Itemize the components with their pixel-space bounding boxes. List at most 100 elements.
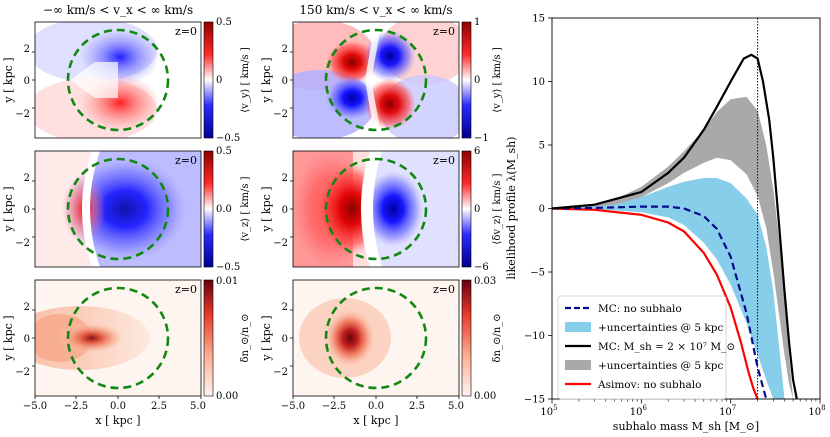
x-tick-label: 106	[630, 404, 648, 418]
colorbar	[461, 21, 472, 139]
y-axis-label: y [ kpc ]	[2, 186, 15, 232]
cbar-tick: 0	[474, 75, 480, 86]
cbar-tick: 0.03	[474, 276, 496, 287]
y-tick-label: −10	[524, 331, 545, 342]
cbar-tick: 6	[474, 146, 480, 157]
y-tick-label: 10	[532, 77, 545, 88]
cbar-tick: 0.5	[216, 146, 232, 157]
y-tick-label: 0	[539, 204, 545, 215]
circle-3kpc	[324, 286, 428, 390]
cbar-label: ⟨v_z⟩ [ km/s ]	[240, 176, 251, 241]
cbar-label: ⟨v_y⟩ [ km/s ]	[492, 47, 503, 113]
y-tick-label: −2	[15, 109, 30, 120]
legend-label: +uncertainties @ 5 kpc	[598, 322, 723, 334]
y-tick-label: −2	[273, 367, 288, 378]
x-tick-label: 0.0	[110, 401, 126, 412]
uncertainty-band	[552, 178, 785, 399]
cbar-tick: 1	[474, 17, 480, 28]
y-tick-label: −15	[524, 395, 545, 406]
x-axis-label: x [ kpc ]	[353, 414, 398, 427]
circle-3kpc	[66, 28, 170, 132]
panel-label: z=0	[433, 25, 455, 38]
y-tick-label: 2	[282, 302, 288, 313]
legend-label: +uncertainties @ 5 kpc	[598, 360, 723, 372]
likelihood-x-label: subhalo mass M_sh [M_⊙]	[613, 420, 759, 433]
x-tick-label: 107	[719, 404, 736, 418]
series-line	[552, 53, 798, 399]
legend-swatch	[565, 322, 591, 332]
map-panel-density-all	[34, 279, 202, 397]
panel-label: z=0	[175, 25, 197, 38]
legend-swatch	[565, 360, 591, 370]
colorbar	[203, 21, 214, 139]
cbar-tick: 0	[474, 204, 480, 215]
y-tick-label: 0	[282, 205, 288, 216]
colorbar	[461, 279, 472, 397]
y-axis-label: y [ kpc ]	[2, 315, 15, 361]
y-tick-label: −2	[15, 238, 30, 249]
y-tick-label: 5	[539, 141, 545, 152]
colorbar	[461, 150, 472, 268]
circle-3kpc	[324, 157, 428, 261]
x-tick-label: 105	[540, 404, 557, 418]
panel-label: z=0	[175, 283, 197, 296]
x-tick-label: 108	[808, 404, 825, 418]
colorbar	[203, 150, 214, 268]
series-line	[552, 207, 759, 399]
y-tick-label: 0	[24, 205, 30, 216]
x-tick-label: 5.0	[190, 401, 206, 412]
legend-box	[557, 295, 727, 400]
legend-label: MC: M_sh = 2 × 10⁷ M_⊙	[598, 341, 735, 353]
x-tick-label: −5.0	[281, 401, 305, 412]
y-axis-label: y [ kpc ]	[260, 57, 273, 103]
series-line	[552, 205, 768, 399]
map-panel-vz-all	[34, 150, 202, 268]
cbar-tick: 0.00	[474, 391, 496, 402]
circle-3kpc	[66, 157, 170, 261]
cbar-tick: −0.5	[216, 262, 240, 273]
y-tick-label: 2	[24, 302, 30, 313]
x-axis-label: x [ kpc ]	[95, 414, 140, 427]
y-axis-label: y [ kpc ]	[260, 186, 273, 232]
cbar-label: δn_⊙/n_⊙	[492, 313, 503, 362]
cbar-tick: 0	[216, 75, 222, 86]
x-tick-label: −5.0	[23, 401, 47, 412]
y-tick-label: −2	[15, 367, 30, 378]
y-tick-label: 0	[282, 334, 288, 345]
cbar-tick: −1	[474, 133, 489, 144]
x-tick-label: −2.5	[64, 401, 88, 412]
y-axis-label: y [ kpc ]	[2, 57, 15, 103]
panel-label: z=0	[175, 154, 197, 167]
y-tick-label: 2	[24, 173, 30, 184]
circle-3kpc	[66, 286, 170, 390]
x-tick-label: 2.5	[409, 401, 425, 412]
cbar-tick: 0.00	[216, 391, 238, 402]
map-panel-dvz-fast	[292, 150, 460, 268]
legend-label: Asimov: no subhalo	[597, 379, 701, 391]
likelihood-y-label: likelihood profile λ(M_sh)	[505, 137, 518, 280]
legend-label: MC: no subhalo	[598, 303, 682, 315]
cbar-label: δn_⊙/n_⊙	[240, 313, 251, 362]
cbar-tick: 0.01	[216, 276, 238, 287]
y-tick-label: 0	[24, 76, 30, 87]
circle-group	[66, 28, 428, 390]
circle-3kpc	[324, 28, 428, 132]
legend: MC: no subhalo +uncertainties @ 5 kpc MC: …	[557, 295, 735, 400]
colorbar	[203, 279, 214, 397]
x-tick-label: 2.5	[151, 401, 167, 412]
y-tick-label: −2	[273, 238, 288, 249]
cbar-tick: 0.0	[216, 204, 232, 215]
colorbar-group	[203, 21, 472, 397]
y-tick-label: −5	[530, 268, 545, 279]
column-title-2: 150 km/s < v_x < ∞ km/s	[299, 3, 452, 17]
cbar-label: ⟨δv_z⟩ [ km/s ]	[492, 173, 503, 244]
x-tick-label: 0.0	[368, 401, 384, 412]
y-tick-label: 0	[282, 76, 288, 87]
x-tick-label: −2.5	[322, 401, 346, 412]
likelihood-plot: −15 −10 −5 0 5 10 15 105 106 107 108 subhalo mass …	[505, 14, 826, 434]
map-panel-vy-fast	[292, 21, 460, 139]
y-tick-label: 2	[282, 44, 288, 55]
panel-label: z=0	[433, 154, 455, 167]
y-tick-label: 0	[24, 334, 30, 345]
